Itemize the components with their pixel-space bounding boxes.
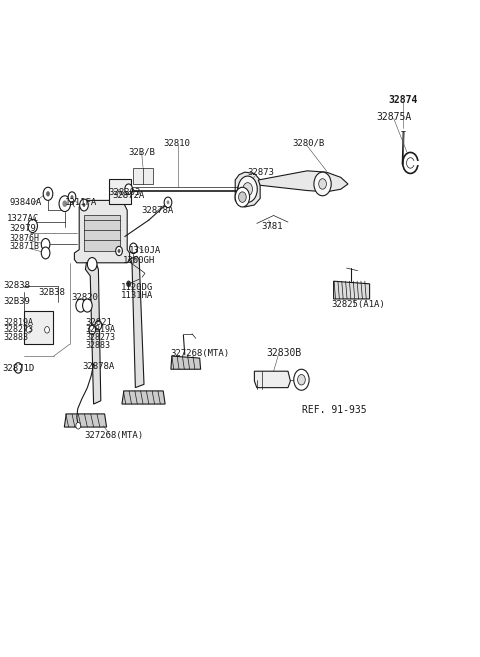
Polygon shape: [64, 414, 107, 427]
Circle shape: [41, 247, 50, 259]
Text: 32872A: 32872A: [113, 191, 145, 200]
Circle shape: [46, 191, 50, 196]
Text: 32878A: 32878A: [142, 206, 174, 215]
Text: 32871B: 32871B: [10, 242, 39, 251]
Circle shape: [164, 197, 172, 208]
Circle shape: [28, 219, 37, 233]
Polygon shape: [85, 263, 101, 404]
Circle shape: [126, 281, 131, 287]
Circle shape: [125, 184, 132, 194]
Circle shape: [62, 200, 67, 207]
Circle shape: [87, 258, 97, 271]
Bar: [24, 311, 53, 344]
Circle shape: [80, 199, 88, 211]
Text: 1360GH: 1360GH: [122, 256, 155, 265]
Circle shape: [71, 195, 73, 199]
Circle shape: [83, 299, 92, 312]
Text: 32819A: 32819A: [85, 325, 115, 334]
Text: 32878A: 32878A: [83, 362, 115, 371]
Text: 32B/B: 32B/B: [129, 147, 156, 156]
Bar: [84, 215, 120, 251]
Text: 32874: 32874: [389, 95, 418, 105]
Circle shape: [238, 183, 247, 196]
Circle shape: [26, 327, 31, 333]
Polygon shape: [334, 281, 370, 299]
Text: 32979: 32979: [10, 224, 36, 233]
Polygon shape: [129, 256, 144, 388]
Circle shape: [59, 196, 71, 212]
Text: 32810: 32810: [163, 139, 190, 148]
Circle shape: [83, 203, 85, 207]
Bar: [109, 179, 131, 204]
Polygon shape: [258, 171, 348, 192]
Text: 32873: 32873: [247, 168, 274, 177]
Text: 32825(A1A): 32825(A1A): [331, 300, 385, 309]
Circle shape: [45, 327, 49, 333]
Circle shape: [298, 374, 305, 385]
Text: 32871D: 32871D: [2, 364, 35, 373]
Circle shape: [240, 187, 244, 192]
Circle shape: [238, 176, 257, 202]
Text: 327268(MTA): 327268(MTA): [170, 349, 229, 358]
Text: 3280/B: 3280/B: [293, 139, 325, 148]
Circle shape: [243, 183, 252, 196]
Circle shape: [41, 238, 50, 250]
Circle shape: [14, 363, 22, 373]
Circle shape: [116, 246, 122, 256]
Polygon shape: [254, 371, 290, 388]
Text: REF. 91-935: REF. 91-935: [302, 405, 367, 415]
Text: 1311FA: 1311FA: [65, 198, 97, 207]
Text: 32883: 32883: [4, 333, 29, 342]
Text: 93840A: 93840A: [10, 198, 42, 207]
Circle shape: [319, 179, 326, 189]
Circle shape: [68, 192, 76, 202]
Text: 32820: 32820: [71, 293, 98, 302]
Polygon shape: [235, 172, 260, 207]
Text: 1327AC: 1327AC: [7, 214, 39, 223]
Circle shape: [76, 299, 85, 312]
Text: 32875A: 32875A: [377, 112, 412, 122]
Circle shape: [130, 243, 137, 254]
Text: 32821: 32821: [85, 317, 112, 327]
Text: 1310JA: 1310JA: [129, 246, 161, 255]
Circle shape: [76, 422, 81, 429]
Circle shape: [95, 321, 102, 330]
Text: 32876H: 32876H: [10, 234, 39, 243]
Polygon shape: [171, 356, 201, 369]
Circle shape: [235, 187, 250, 207]
Polygon shape: [122, 391, 165, 404]
Text: 32830B: 32830B: [266, 348, 301, 358]
Circle shape: [43, 187, 53, 200]
Text: 328273: 328273: [85, 333, 115, 342]
Circle shape: [407, 158, 414, 168]
Text: 3781: 3781: [262, 222, 283, 231]
Text: 328273: 328273: [4, 325, 34, 334]
Text: 327268(MTA): 327268(MTA): [84, 431, 143, 440]
Text: 32819A: 32819A: [4, 317, 34, 327]
Text: 1120DG: 1120DG: [121, 283, 153, 292]
Text: 32883: 32883: [85, 341, 110, 350]
Text: 328303: 328303: [108, 188, 140, 197]
Text: 32B39: 32B39: [4, 296, 31, 306]
Text: 32838: 32838: [4, 281, 31, 290]
Polygon shape: [74, 197, 130, 263]
Circle shape: [89, 325, 96, 334]
Circle shape: [314, 172, 331, 196]
Text: 32B38: 32B38: [38, 288, 65, 297]
Bar: [133, 168, 153, 184]
Circle shape: [239, 192, 246, 202]
Circle shape: [167, 200, 169, 204]
Circle shape: [294, 369, 309, 390]
Text: 1131HA: 1131HA: [121, 291, 153, 300]
Circle shape: [118, 249, 120, 253]
